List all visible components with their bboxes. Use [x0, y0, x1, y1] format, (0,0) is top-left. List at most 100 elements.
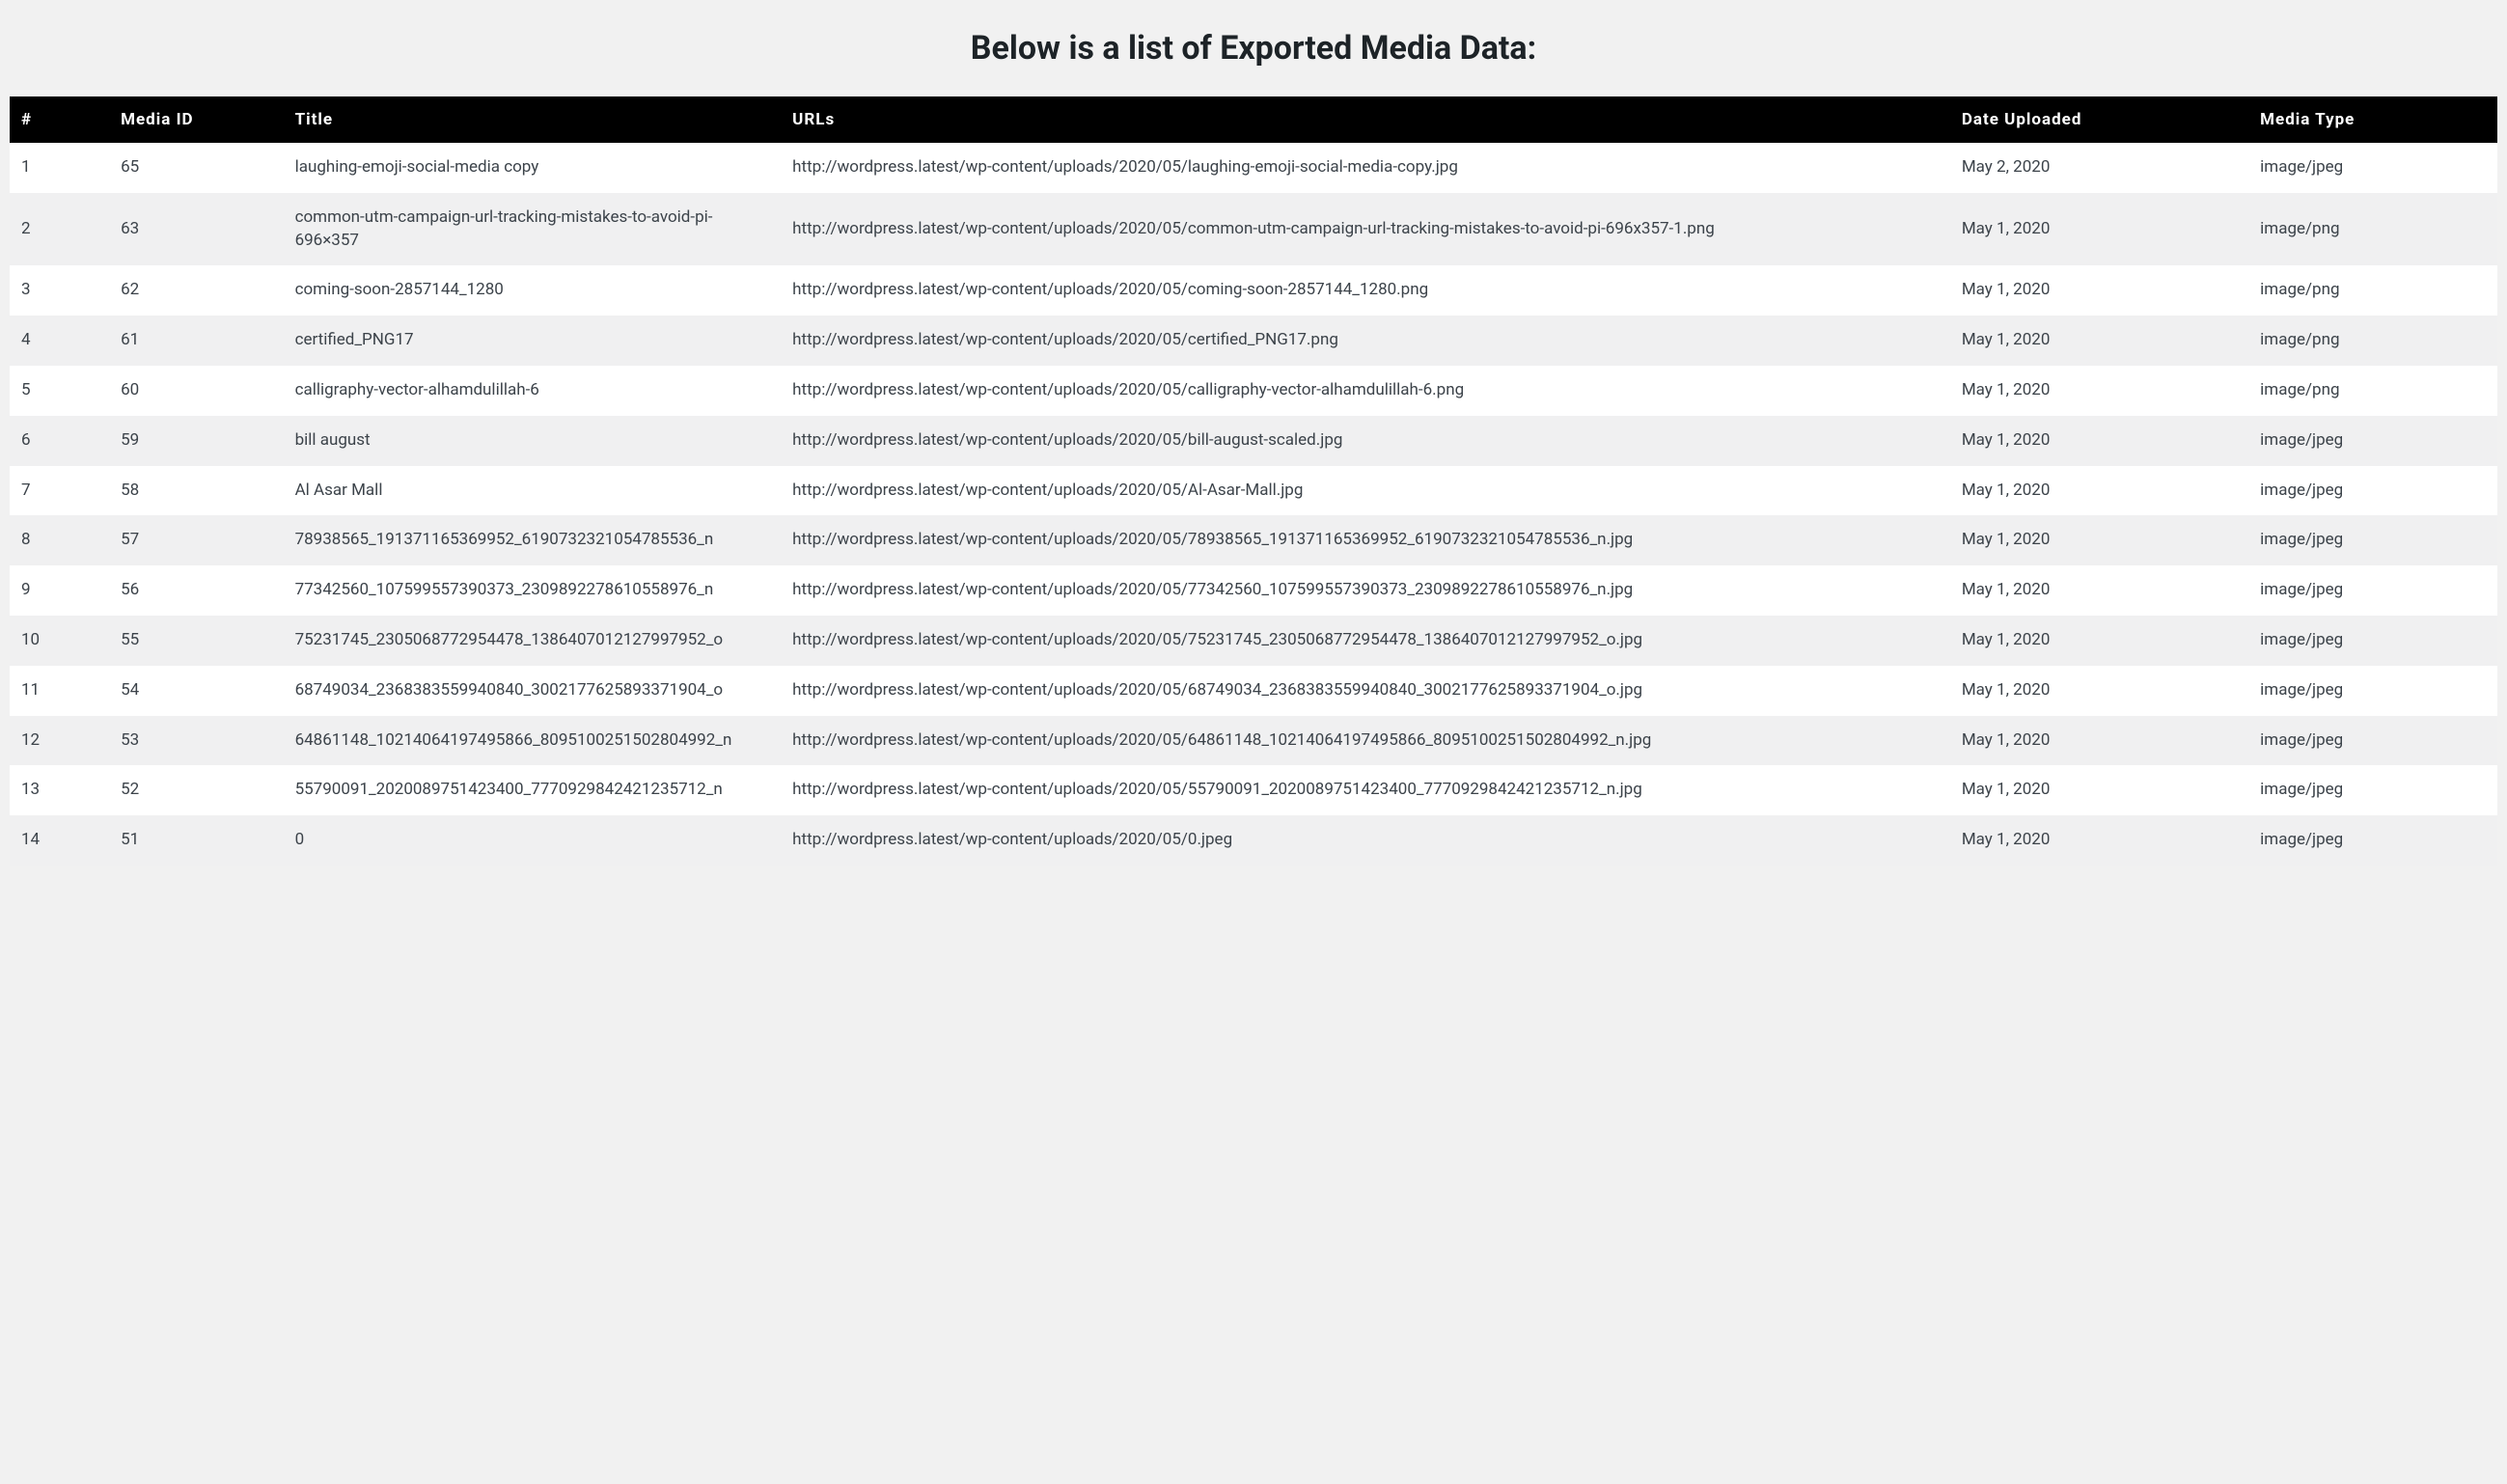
- cell-url: http://wordpress.latest/wp-content/uploa…: [781, 193, 1950, 266]
- cell-media-id: 52: [109, 765, 283, 815]
- table-row: 125364861148_10214064197495866_809510025…: [10, 716, 2497, 766]
- cell-date: May 1, 2020: [1950, 366, 2248, 416]
- cell-date: May 1, 2020: [1950, 515, 2248, 565]
- cell-index: 10: [10, 616, 109, 666]
- col-header-title: Title: [284, 96, 782, 143]
- cell-index: 7: [10, 466, 109, 516]
- cell-type: image/jpeg: [2248, 565, 2497, 616]
- cell-type: image/jpeg: [2248, 815, 2497, 866]
- cell-type: image/jpeg: [2248, 466, 2497, 516]
- cell-title: 0: [284, 815, 782, 866]
- cell-title: 78938565_191371165369952_619073232105478…: [284, 515, 782, 565]
- cell-type: image/png: [2248, 265, 2497, 316]
- cell-media-id: 63: [109, 193, 283, 266]
- col-header-type: Media Type: [2248, 96, 2497, 143]
- cell-index: 6: [10, 416, 109, 466]
- cell-date: May 1, 2020: [1950, 616, 2248, 666]
- cell-title: 64861148_10214064197495866_8095100251502…: [284, 716, 782, 766]
- cell-index: 1: [10, 143, 109, 193]
- cell-index: 5: [10, 366, 109, 416]
- cell-index: 14: [10, 815, 109, 866]
- cell-url: http://wordpress.latest/wp-content/uploa…: [781, 815, 1950, 866]
- cell-index: 4: [10, 316, 109, 366]
- table-row: 461certified_PNG17http://wordpress.lates…: [10, 316, 2497, 366]
- cell-media-id: 60: [109, 366, 283, 416]
- cell-date: May 1, 2020: [1950, 265, 2248, 316]
- cell-title: 77342560_107599557390373_230989227861055…: [284, 565, 782, 616]
- col-header-date: Date Uploaded: [1950, 96, 2248, 143]
- cell-index: 2: [10, 193, 109, 266]
- cell-date: May 1, 2020: [1950, 316, 2248, 366]
- cell-index: 13: [10, 765, 109, 815]
- col-header-index: #: [10, 96, 109, 143]
- cell-type: image/jpeg: [2248, 616, 2497, 666]
- table-row: 105575231745_2305068772954478_1386407012…: [10, 616, 2497, 666]
- cell-date: May 1, 2020: [1950, 416, 2248, 466]
- cell-media-id: 65: [109, 143, 283, 193]
- cell-type: image/jpeg: [2248, 515, 2497, 565]
- cell-media-id: 59: [109, 416, 283, 466]
- cell-index: 11: [10, 666, 109, 716]
- col-header-media-id: Media ID: [109, 96, 283, 143]
- cell-title: common-utm-campaign-url-tracking-mistake…: [284, 193, 782, 266]
- table-row: 165laughing-emoji-social-media copyhttp:…: [10, 143, 2497, 193]
- cell-title: certified_PNG17: [284, 316, 782, 366]
- media-table: # Media ID Title URLs Date Uploaded Medi…: [10, 96, 2497, 866]
- media-table-wrap: # Media ID Title URLs Date Uploaded Medi…: [10, 96, 2497, 866]
- cell-date: May 1, 2020: [1950, 193, 2248, 266]
- cell-type: image/png: [2248, 193, 2497, 266]
- cell-type: image/jpeg: [2248, 416, 2497, 466]
- cell-url: http://wordpress.latest/wp-content/uploa…: [781, 366, 1950, 416]
- cell-index: 8: [10, 515, 109, 565]
- cell-title: 68749034_2368383559940840_30021776258933…: [284, 666, 782, 716]
- cell-url: http://wordpress.latest/wp-content/uploa…: [781, 265, 1950, 316]
- cell-type: image/jpeg: [2248, 143, 2497, 193]
- cell-url: http://wordpress.latest/wp-content/uploa…: [781, 515, 1950, 565]
- cell-media-id: 61: [109, 316, 283, 366]
- cell-title: coming-soon-2857144_1280: [284, 265, 782, 316]
- col-header-urls: URLs: [781, 96, 1950, 143]
- cell-date: May 1, 2020: [1950, 716, 2248, 766]
- cell-url: http://wordpress.latest/wp-content/uploa…: [781, 316, 1950, 366]
- table-row: 362coming-soon-2857144_1280http://wordpr…: [10, 265, 2497, 316]
- cell-media-id: 54: [109, 666, 283, 716]
- cell-date: May 1, 2020: [1950, 466, 2248, 516]
- table-row: 560calligraphy-vector-alhamdulillah-6htt…: [10, 366, 2497, 416]
- cell-media-id: 58: [109, 466, 283, 516]
- cell-date: May 1, 2020: [1950, 815, 2248, 866]
- table-row: 95677342560_107599557390373_230989227861…: [10, 565, 2497, 616]
- table-row: 85778938565_191371165369952_619073232105…: [10, 515, 2497, 565]
- cell-date: May 1, 2020: [1950, 666, 2248, 716]
- cell-type: image/jpeg: [2248, 765, 2497, 815]
- table-row: 659bill augusthttp://wordpress.latest/wp…: [10, 416, 2497, 466]
- cell-title: 55790091_2020089751423400_77709298424212…: [284, 765, 782, 815]
- cell-title: bill august: [284, 416, 782, 466]
- cell-media-id: 51: [109, 815, 283, 866]
- table-row: 263common-utm-campaign-url-tracking-mist…: [10, 193, 2497, 266]
- cell-url: http://wordpress.latest/wp-content/uploa…: [781, 716, 1950, 766]
- cell-url: http://wordpress.latest/wp-content/uploa…: [781, 565, 1950, 616]
- cell-title: laughing-emoji-social-media copy: [284, 143, 782, 193]
- table-row: 14510http://wordpress.latest/wp-content/…: [10, 815, 2497, 866]
- cell-index: 3: [10, 265, 109, 316]
- table-row: 115468749034_2368383559940840_3002177625…: [10, 666, 2497, 716]
- cell-title: Al Asar Mall: [284, 466, 782, 516]
- table-row: 135255790091_2020089751423400_7770929842…: [10, 765, 2497, 815]
- cell-url: http://wordpress.latest/wp-content/uploa…: [781, 416, 1950, 466]
- page-title: Below is a list of Exported Media Data:: [10, 29, 2497, 68]
- cell-type: image/png: [2248, 316, 2497, 366]
- cell-url: http://wordpress.latest/wp-content/uploa…: [781, 666, 1950, 716]
- cell-media-id: 53: [109, 716, 283, 766]
- cell-url: http://wordpress.latest/wp-content/uploa…: [781, 616, 1950, 666]
- cell-media-id: 55: [109, 616, 283, 666]
- cell-title: 75231745_2305068772954478_13864070121279…: [284, 616, 782, 666]
- table-header-row: # Media ID Title URLs Date Uploaded Medi…: [10, 96, 2497, 143]
- cell-url: http://wordpress.latest/wp-content/uploa…: [781, 466, 1950, 516]
- cell-url: http://wordpress.latest/wp-content/uploa…: [781, 765, 1950, 815]
- cell-index: 12: [10, 716, 109, 766]
- cell-date: May 2, 2020: [1950, 143, 2248, 193]
- cell-date: May 1, 2020: [1950, 565, 2248, 616]
- cell-type: image/jpeg: [2248, 716, 2497, 766]
- cell-type: image/jpeg: [2248, 666, 2497, 716]
- cell-media-id: 56: [109, 565, 283, 616]
